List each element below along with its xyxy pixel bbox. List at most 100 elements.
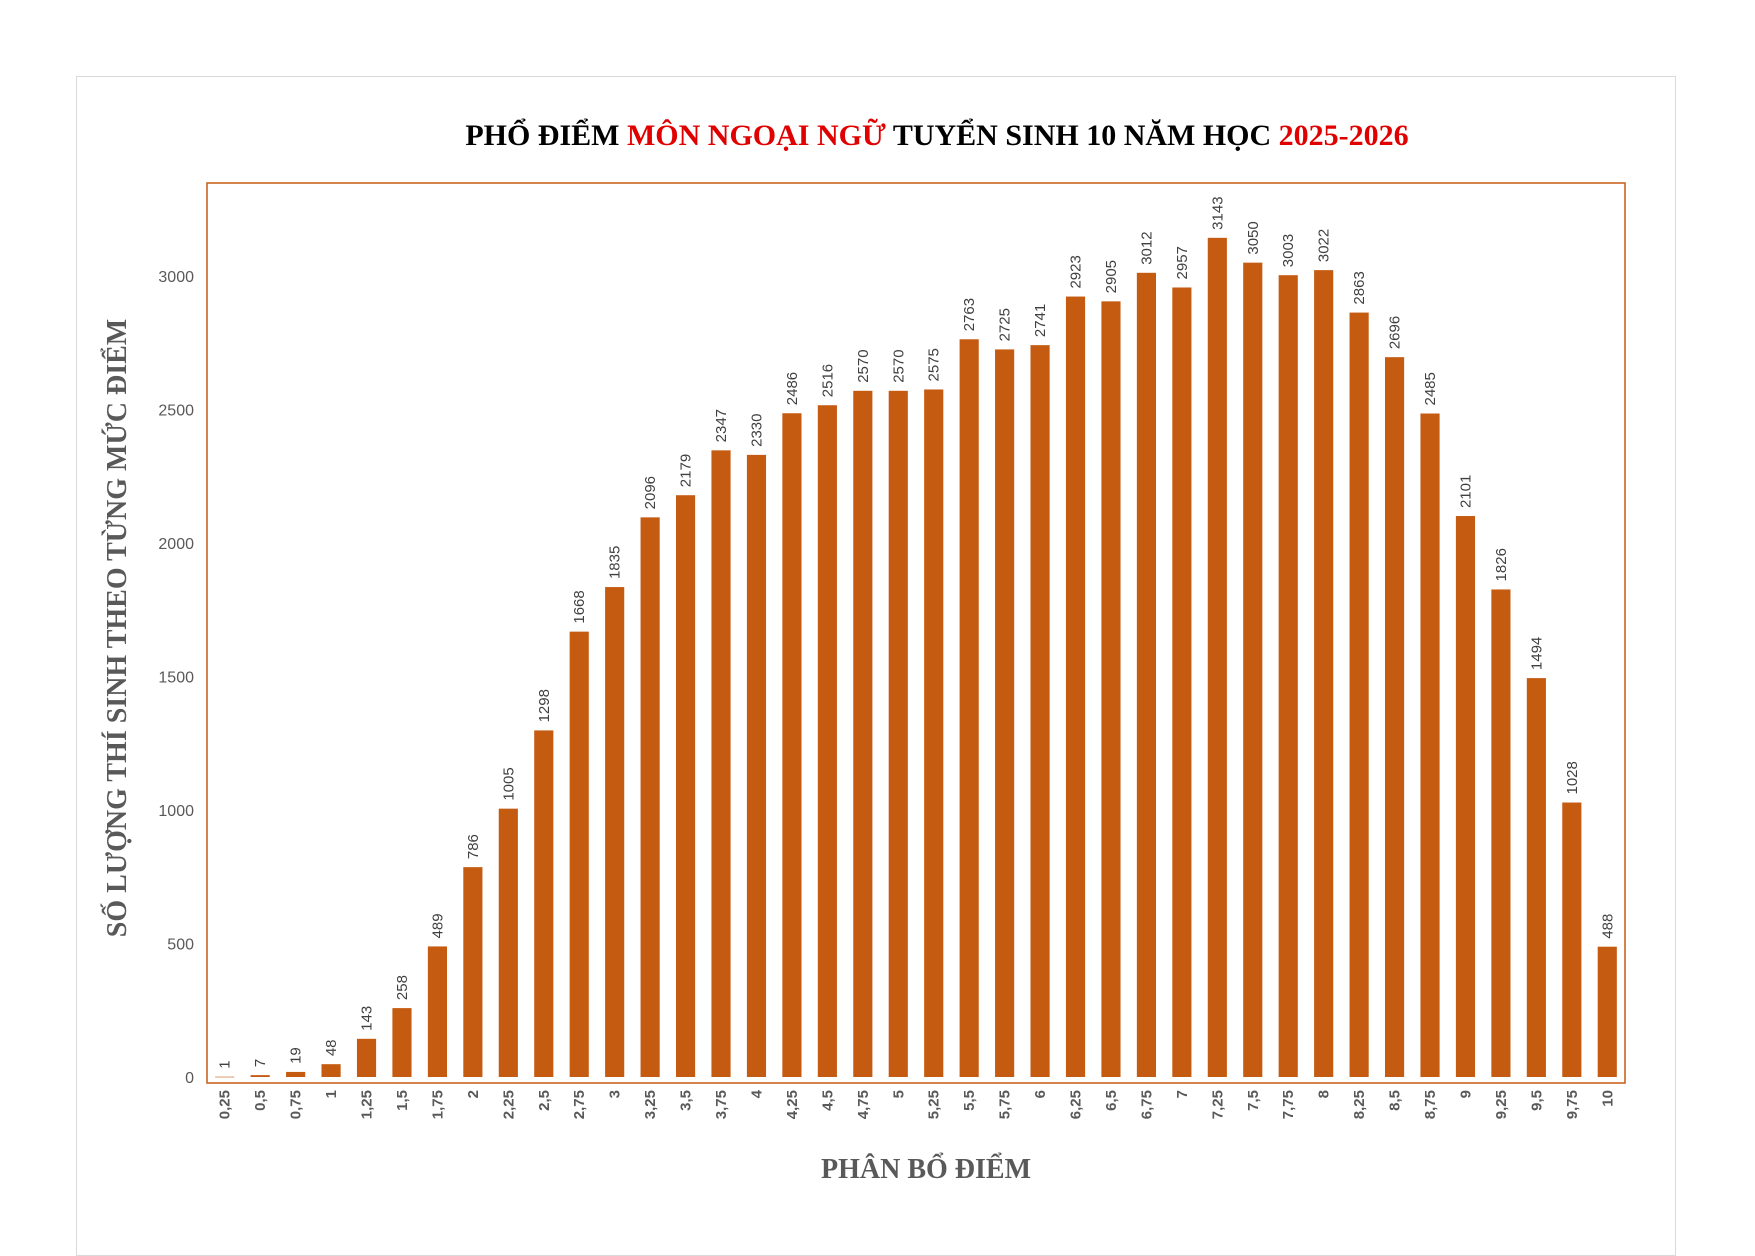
- x-tick-label: 9,5: [1528, 1090, 1545, 1111]
- data-label: 2516: [819, 364, 836, 397]
- bar: [569, 631, 589, 1077]
- data-label: 488: [1599, 914, 1616, 939]
- bar: [1349, 312, 1369, 1078]
- data-label: 7: [252, 1059, 269, 1067]
- x-axis-title: PHÂN BỔ ĐIỂM: [821, 1153, 1031, 1185]
- bar: [250, 1075, 270, 1077]
- data-label: 2575: [926, 348, 943, 381]
- data-label: 2696: [1387, 316, 1404, 349]
- x-tick-label: 5,5: [961, 1090, 978, 1111]
- x-tick-label: 3,25: [642, 1090, 659, 1119]
- data-label: 2863: [1351, 271, 1368, 304]
- bar: [1065, 296, 1086, 1077]
- bar: [1207, 237, 1227, 1077]
- x-tick-label: 8: [1316, 1090, 1333, 1098]
- x-tick-label: 2,25: [500, 1090, 517, 1119]
- bar: [1278, 275, 1298, 1077]
- data-label: 2741: [1032, 304, 1049, 337]
- bar: [711, 450, 731, 1078]
- x-tick-label: 9,75: [1564, 1090, 1581, 1119]
- x-tick-label: 1: [323, 1090, 340, 1098]
- x-tick-label: 4,5: [819, 1090, 836, 1111]
- data-label: 2763: [961, 298, 978, 331]
- bar: [1314, 270, 1334, 1077]
- x-tick-label: 7: [1174, 1090, 1191, 1098]
- bar: [1172, 287, 1192, 1078]
- bar: [1243, 262, 1263, 1077]
- bar: [1385, 357, 1405, 1077]
- x-tick-label: 0,5: [252, 1090, 269, 1111]
- x-tick-label: 0,75: [288, 1090, 305, 1119]
- bar: [534, 730, 554, 1077]
- x-tick-label: 5,25: [926, 1090, 943, 1119]
- x-axis-ticks: 0,25 0,5 0,75 1 1,25 1,5 1,75 2 2,25 2,5 2,75 3 3,25…: [217, 1089, 1617, 1119]
- x-tick-label: 8,5: [1387, 1090, 1404, 1111]
- x-tick-label: 5,75: [997, 1090, 1014, 1119]
- data-label: 1494: [1528, 637, 1545, 670]
- data-label: 2485: [1422, 372, 1439, 405]
- bar: [392, 1008, 412, 1077]
- x-tick-label: 6: [1032, 1090, 1049, 1098]
- data-label: 1028: [1564, 761, 1581, 794]
- bar: [427, 946, 447, 1077]
- data-label: 3022: [1316, 229, 1333, 262]
- data-label: 2923: [1068, 255, 1085, 288]
- data-label: 258: [394, 975, 411, 1000]
- bar: [1455, 516, 1476, 1077]
- x-tick-label: 3,75: [713, 1090, 730, 1119]
- data-label: 2330: [748, 414, 765, 447]
- x-tick-label: 6,75: [1138, 1090, 1155, 1119]
- bar: [1562, 802, 1582, 1077]
- bar: [286, 1071, 306, 1077]
- bar: [1101, 301, 1121, 1077]
- x-tick-label: 2,5: [536, 1090, 553, 1111]
- x-tick-label: 3,5: [678, 1090, 695, 1111]
- x-tick-label: 7,5: [1245, 1090, 1262, 1111]
- y-tick-label: 500: [167, 937, 194, 954]
- bar: [924, 389, 944, 1078]
- data-label: 19: [288, 1047, 305, 1064]
- data-label: 1298: [536, 689, 553, 722]
- data-label: 143: [359, 1006, 376, 1031]
- y-tick-label: 3000: [158, 269, 194, 286]
- data-label: 2486: [784, 372, 801, 405]
- data-label: 2096: [642, 476, 659, 509]
- x-tick-label: 7,75: [1280, 1090, 1297, 1119]
- bar: [1030, 345, 1050, 1077]
- y-tick-label: 0: [185, 1070, 194, 1087]
- data-label: 786: [465, 834, 482, 859]
- bar: [1597, 946, 1617, 1077]
- y-axis-ticks: 0 500 1000 1500 2000 2500 3000: [158, 269, 194, 1087]
- x-tick-label: 2: [465, 1090, 482, 1098]
- y-axis-title: SỐ LƯỢNG THÍ SINH THEO TỪNG MỨC ĐIỂM: [101, 319, 133, 937]
- data-label: 2570: [855, 349, 872, 382]
- data-label: 2905: [1103, 260, 1120, 293]
- x-tick-label: 9,25: [1493, 1090, 1510, 1119]
- chart-title-part: PHỔ ĐIỂM: [465, 118, 627, 152]
- chart-title: PHỔ ĐIỂM MÔN NGOẠI NGỮ TUYỂN SINH 10 NĂM…: [465, 118, 1408, 152]
- bar: [1526, 678, 1546, 1077]
- x-tick-label: 4,25: [784, 1090, 801, 1119]
- data-label: 48: [323, 1039, 340, 1056]
- data-label: 3143: [1209, 196, 1226, 229]
- x-tick-label: 6,25: [1068, 1090, 1085, 1119]
- data-label: 1668: [571, 590, 588, 623]
- data-label: 1835: [607, 546, 624, 579]
- data-label: 2725: [997, 308, 1014, 341]
- data-label: 1005: [500, 767, 517, 800]
- chart-frame: [76, 76, 1676, 1256]
- bar: [1420, 413, 1440, 1077]
- bar: [498, 808, 518, 1077]
- bar: [746, 454, 767, 1077]
- data-label: 489: [429, 913, 446, 938]
- chart-title-part: TUYỂN SINH 10 NĂM HỌC: [886, 119, 1279, 152]
- data-label: 3050: [1245, 221, 1262, 254]
- bar: [605, 587, 625, 1077]
- y-tick-label: 2500: [158, 403, 194, 420]
- data-label: 2347: [713, 409, 730, 442]
- data-label: 1: [217, 1060, 234, 1068]
- x-tick-label: 7,25: [1209, 1090, 1226, 1119]
- x-tick-label: 1,25: [359, 1090, 376, 1119]
- data-label: 2957: [1174, 246, 1191, 279]
